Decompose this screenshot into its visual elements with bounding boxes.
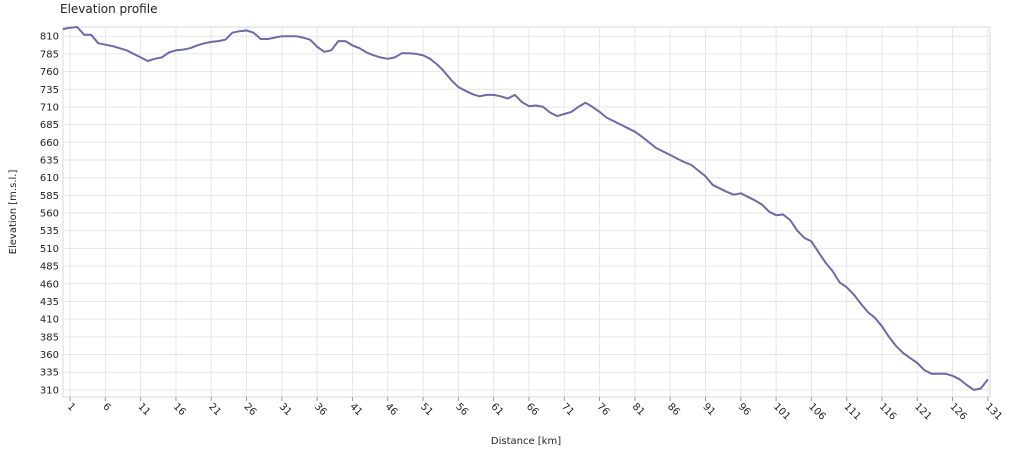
x-tick-label: 66 <box>524 401 541 418</box>
y-tick-label: 585 <box>40 191 59 202</box>
x-tick-label: 51 <box>418 401 435 418</box>
x-tick-label: 61 <box>489 401 506 418</box>
x-tick-label: 111 <box>842 401 863 422</box>
x-tick-label: 116 <box>877 401 898 422</box>
y-tick-label: 485 <box>40 262 59 273</box>
x-tick-label: 81 <box>630 401 647 418</box>
y-tick-label: 435 <box>40 297 59 308</box>
y-tick-label: 685 <box>40 120 59 131</box>
y-tick-label: 310 <box>40 385 59 396</box>
x-tick-label: 76 <box>594 401 611 418</box>
x-tick-label: 56 <box>453 401 470 418</box>
elevation-line <box>62 26 989 391</box>
y-tick-label: 810 <box>40 32 59 43</box>
y-tick-label: 410 <box>40 315 59 326</box>
y-tick-label: 635 <box>40 156 59 167</box>
x-tick-label: 106 <box>806 401 827 422</box>
x-tick-label: 121 <box>912 401 933 422</box>
x-tick-label: 26 <box>241 401 258 418</box>
chart-title: Elevation profile <box>60 2 157 16</box>
y-tick-label: 660 <box>40 138 59 149</box>
y-tick-label: 335 <box>40 368 59 379</box>
y-tick-label: 760 <box>40 67 59 78</box>
x-tick-label: 36 <box>312 401 329 418</box>
x-tick-label: 86 <box>665 401 682 418</box>
y-tick-label: 460 <box>40 279 59 290</box>
x-tick-label: 126 <box>947 401 968 422</box>
x-tick-label: 1 <box>65 401 77 413</box>
x-tick-label: 16 <box>171 401 188 418</box>
y-tick-label: 535 <box>40 226 59 237</box>
x-tick-label: 96 <box>736 401 753 418</box>
x-tick-label: 101 <box>771 401 792 422</box>
y-tick-label: 510 <box>40 244 59 255</box>
y-tick-label: 785 <box>40 49 59 60</box>
y-tick-label: 610 <box>40 173 59 184</box>
y-tick-label: 735 <box>40 85 59 96</box>
x-tick-label: 71 <box>559 401 576 418</box>
plot-frame <box>62 26 991 398</box>
y-axis-label: Elevation [m.s.l.] <box>8 170 19 255</box>
x-tick-label: 41 <box>347 401 364 418</box>
y-tick-label: 385 <box>40 332 59 343</box>
x-axis-label: Distance [km] <box>491 436 561 447</box>
x-tick-label: 46 <box>383 401 400 418</box>
x-tick-label: 6 <box>100 401 112 413</box>
x-tick-label: 31 <box>277 401 294 418</box>
y-tick-label: 360 <box>40 350 59 361</box>
x-tick-label: 131 <box>983 401 1004 422</box>
x-tick-label: 91 <box>700 401 717 418</box>
x-tick-label: 11 <box>136 401 153 418</box>
y-tick-label: 710 <box>40 102 59 113</box>
y-tick-label: 560 <box>40 209 59 220</box>
x-tick-label: 21 <box>206 401 223 418</box>
